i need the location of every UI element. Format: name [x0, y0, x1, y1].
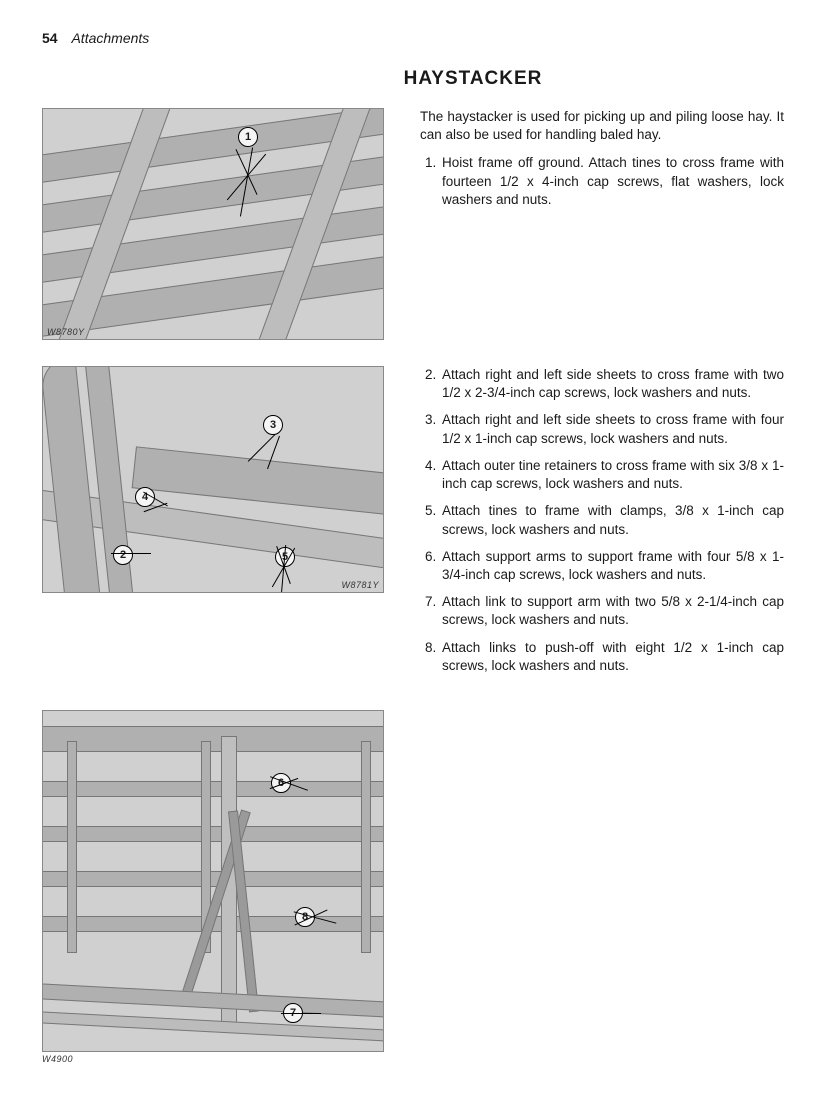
step-1: Hoist frame off ground. Attach tines to …: [440, 154, 784, 209]
steps-list-2: Attach right and left side sheets to cro…: [420, 366, 784, 675]
callout-1: 1: [238, 127, 258, 147]
text-block-1: The haystacker is used for picking up an…: [420, 108, 784, 218]
figure-2-image: 3 4 2 5 W8781Y: [42, 366, 384, 593]
step-3: Attach right and left side sheets to cro…: [440, 411, 784, 447]
steps-list-1: Hoist frame off ground. Attach tines to …: [420, 154, 784, 209]
figure-3-label: W4900: [42, 1054, 384, 1064]
callout-2: 2: [113, 545, 133, 565]
figure-3-image: 6 8 7: [42, 710, 384, 1052]
row-2: 3 4 2 5 W8781Y Attach right and left sid…: [42, 366, 784, 684]
text-block-2: Attach right and left side sheets to cro…: [420, 366, 784, 684]
step-2: Attach right and left side sheets to cro…: [440, 366, 784, 402]
row-1: 1 W8780Y The haystacker is used for pick…: [42, 108, 784, 340]
page-header: 54 Attachments: [42, 30, 784, 46]
step-4: Attach outer tine retainers to cross fra…: [440, 457, 784, 493]
figure-1-image: 1 W8780Y: [42, 108, 384, 340]
figure-1: 1 W8780Y: [42, 108, 384, 340]
callout-3: 3: [263, 415, 283, 435]
figure-1-label: W8780Y: [47, 327, 85, 337]
row-3: 6 8 7 W4900: [42, 710, 784, 1064]
step-5: Attach tines to frame with clamps, 3/8 x…: [440, 502, 784, 538]
figure-2-label: W8781Y: [341, 580, 379, 590]
main-title: HAYSTACKER: [42, 68, 784, 90]
step-7: Attach link to support arm with two 5/8 …: [440, 593, 784, 629]
step-6: Attach support arms to support frame wit…: [440, 548, 784, 584]
section-name: Attachments: [71, 30, 149, 46]
step-8: Attach links to push-off with eight 1/2 …: [440, 639, 784, 675]
figure-3: 6 8 7 W4900: [42, 710, 384, 1064]
intro-text: The haystacker is used for picking up an…: [420, 108, 784, 144]
page-number: 54: [42, 30, 58, 46]
figure-2: 3 4 2 5 W8781Y: [42, 366, 384, 593]
